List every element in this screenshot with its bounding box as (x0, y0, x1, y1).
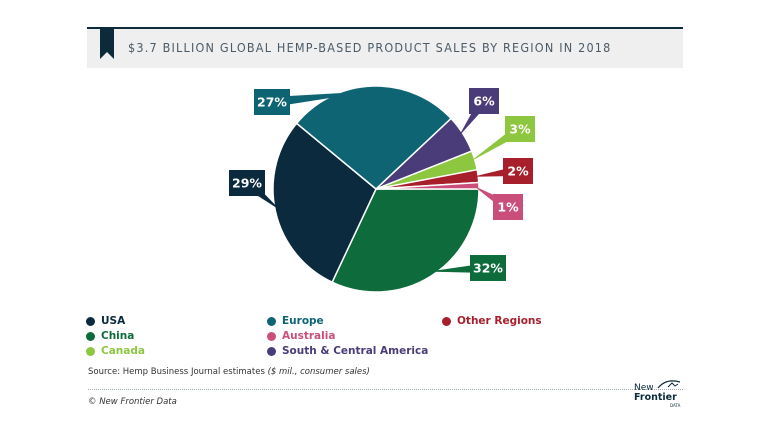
legend: USA China Canada Europe Australia South … (86, 315, 606, 359)
data-label-callout: 32% (428, 255, 506, 281)
legend-label: South & Central America (282, 345, 429, 357)
legend-item-other-regions: Other Regions (442, 315, 542, 327)
data-label: 29% (232, 176, 262, 191)
data-label-callout: 3% (469, 116, 535, 162)
legend-swatch (267, 331, 276, 341)
callout-box (503, 158, 533, 184)
source-prefix: Source: Hemp Business Journal estimates (88, 367, 268, 377)
logo-text-data: DATA (670, 403, 681, 408)
pie-chart: 32% 29% 27% 6% 3% 2% 1% (229, 85, 535, 293)
data-label-callout: 29% (229, 170, 281, 211)
legend-label: China (101, 330, 135, 342)
legend-swatch (267, 346, 276, 356)
legend-swatch (86, 346, 95, 356)
data-label-callout: 6% (458, 88, 499, 137)
bookmark-icon (100, 27, 114, 59)
legend-item-australia: Australia (267, 330, 335, 342)
legend-item-china: China (86, 330, 134, 342)
callout-pointer (271, 91, 373, 107)
data-label: 2% (507, 164, 529, 179)
callout-box (469, 88, 499, 114)
logo-text-new: New (634, 383, 654, 393)
source-note: Source: Hemp Business Journal estimates … (88, 367, 370, 377)
data-label: 3% (509, 122, 531, 137)
legend-swatch (86, 331, 95, 341)
pie-slice-usa (272, 122, 377, 284)
source-detail: ($ mil., consumer sales) (267, 367, 370, 377)
callout-box (254, 89, 290, 115)
callout-box (470, 255, 506, 281)
legend-item-europe: Europe (267, 315, 324, 327)
data-label-callout: 2% (473, 158, 533, 184)
title-bar (87, 27, 683, 68)
logo-mountain-icon (657, 380, 681, 389)
legend-label: Other Regions (457, 315, 542, 327)
data-label-callout: 1% (473, 185, 523, 220)
divider (88, 389, 683, 390)
callout-box (229, 170, 265, 196)
logo-text-frontier: Frontier (634, 392, 677, 403)
data-label: 32% (473, 261, 503, 276)
legend-item-usa: USA (86, 315, 125, 327)
legend-swatch (86, 316, 95, 326)
legend-label: USA (101, 315, 126, 327)
pie-slice-europe (295, 85, 453, 190)
legend-item-canada: Canada (86, 345, 145, 357)
legend-label: Canada (101, 345, 145, 357)
callout-box (493, 194, 523, 220)
data-label: 6% (473, 94, 495, 109)
legend-swatch (442, 316, 451, 326)
copyright: © New Frontier Data (88, 397, 177, 407)
pie-slice-china (331, 188, 480, 293)
legend-label: Australia (282, 330, 336, 342)
data-label-callout: 27% (254, 89, 373, 115)
data-label: 1% (497, 200, 519, 215)
legend-swatch (267, 316, 276, 326)
new-frontier-logo: New Frontier DATA (630, 378, 684, 412)
legend-item-south-central-america: South & Central America (267, 345, 428, 357)
legend-label: Europe (282, 315, 324, 327)
data-label: 27% (257, 95, 287, 110)
chart-title: $3.7 BILLION GLOBAL HEMP-BASED PRODUCT S… (128, 40, 612, 55)
callout-box (505, 116, 535, 142)
